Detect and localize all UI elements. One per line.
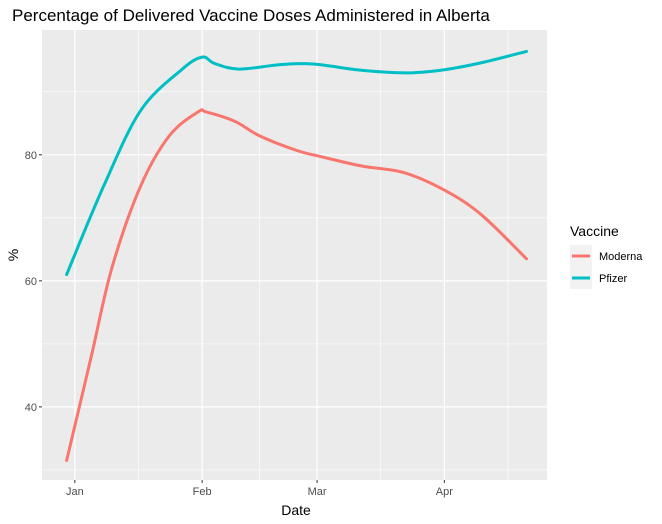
plot-panel	[42, 30, 547, 480]
legend-label-pfizer: Pfizer	[599, 273, 627, 285]
chart-title: Percentage of Delivered Vaccine Doses Ad…	[12, 6, 490, 25]
x-axis-title: Date	[281, 502, 311, 518]
x-tick-label: Jan	[66, 486, 84, 498]
x-tick-label: Apr	[436, 486, 453, 498]
y-axis-title: %	[5, 249, 21, 261]
series-line-moderna	[65, 108, 528, 462]
y-tick-label: 60	[25, 276, 37, 288]
x-tick-label: Mar	[308, 486, 327, 498]
legend-title: Vaccine	[570, 223, 619, 239]
x-tick-label: Feb	[193, 486, 212, 498]
y-tick-label: 40	[25, 402, 37, 414]
series-line-pfizer	[65, 49, 528, 277]
y-tick-label: 80	[25, 150, 37, 162]
legend-label-moderna: Moderna	[599, 251, 643, 263]
